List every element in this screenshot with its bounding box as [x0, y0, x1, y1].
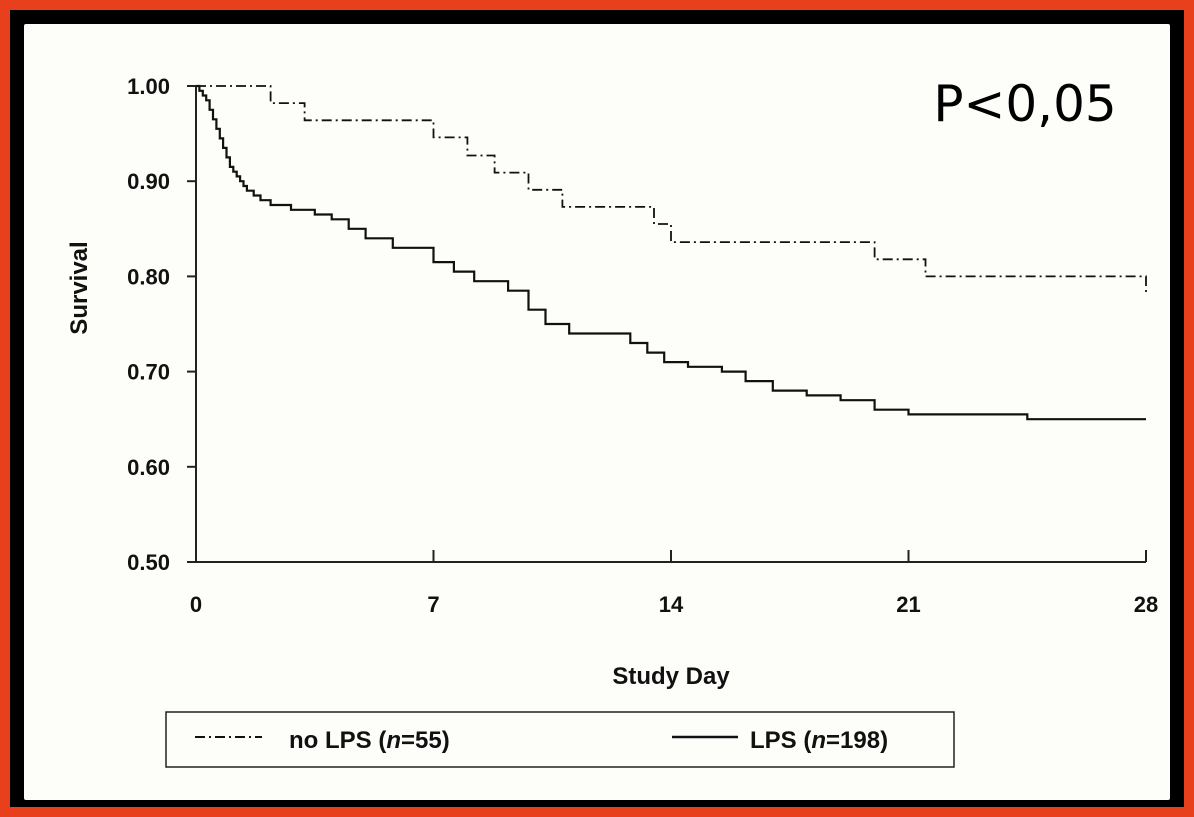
y-axis-title: Survival: [66, 241, 93, 334]
y-tick-label: 0.80: [127, 264, 170, 289]
x-tick-label: 28: [1134, 592, 1158, 617]
legend-name-lps: LPS: [750, 727, 797, 754]
x-tick-label: 7: [427, 592, 439, 617]
legend-box: [165, 711, 955, 768]
series-line-no-lps: [196, 85, 1147, 294]
x-tick-label: 14: [659, 592, 684, 617]
legend: no LPS (n=55) LPS (n=198): [165, 711, 955, 768]
legend-n-label-lps: n: [811, 727, 826, 754]
y-tick-label: 1.00: [127, 74, 170, 99]
y-tick-label: 0.50: [127, 550, 170, 575]
y-tick-label: 0.70: [127, 360, 170, 385]
series-layer: [196, 84, 1147, 421]
x-tick-label: 0: [190, 592, 202, 617]
legend-n-value-lps: =198: [826, 727, 880, 754]
x-ticks: 0 7 14 21 28: [190, 550, 1158, 617]
legend-label-no-lps: no LPS (n=55): [289, 727, 450, 754]
y-tick-label: 0.60: [127, 455, 170, 480]
legend-label-lps: LPS (n=198): [750, 727, 888, 754]
legend-n-label-no-lps: n: [386, 727, 401, 754]
y-tick-label: 0.90: [127, 169, 170, 194]
y-ticks: 1.00 0.90 0.80 0.70 0.60 0.50: [127, 74, 196, 575]
x-axis-title: Study Day: [612, 663, 730, 690]
legend-n-value-no-lps: =55: [401, 727, 442, 754]
legend-name-no-lps: no LPS: [289, 727, 372, 754]
x-tick-label: 21: [896, 592, 920, 617]
series-line-lps: [196, 84, 1146, 421]
axes: [195, 86, 1146, 563]
chart-panel: [24, 24, 1170, 800]
p-value-annotation: P<0,05: [933, 75, 1116, 133]
